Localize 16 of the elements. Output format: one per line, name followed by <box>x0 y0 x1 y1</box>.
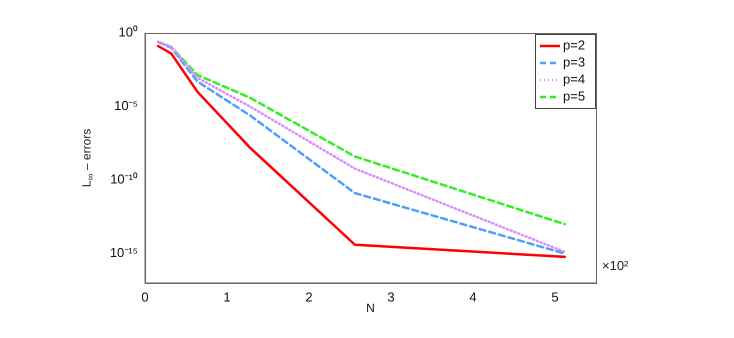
x-tick-label: 0 <box>141 289 149 304</box>
legend-label: p=2 <box>563 38 586 53</box>
x-tick-label: 5 <box>551 289 559 304</box>
y-tick-label: 10⁻⁵ <box>114 98 138 114</box>
legend-label: p=5 <box>563 88 586 104</box>
legend-label: p=3 <box>563 54 586 70</box>
x-axis-title: N <box>366 301 375 316</box>
x-tick-label: 3 <box>387 289 395 304</box>
x-tick-label: 4 <box>469 289 477 304</box>
y-tick-label: 10⁻¹⁵ <box>110 245 138 260</box>
y-tick-label: 10⁻¹⁰ <box>110 172 138 187</box>
legend-label: p=4 <box>563 72 586 87</box>
text: ×10² <box>602 258 628 273</box>
x-tick-label: 1 <box>223 289 231 304</box>
y-tick-label: 10⁰ <box>118 24 138 40</box>
x-tick-label: 2 <box>305 289 313 304</box>
